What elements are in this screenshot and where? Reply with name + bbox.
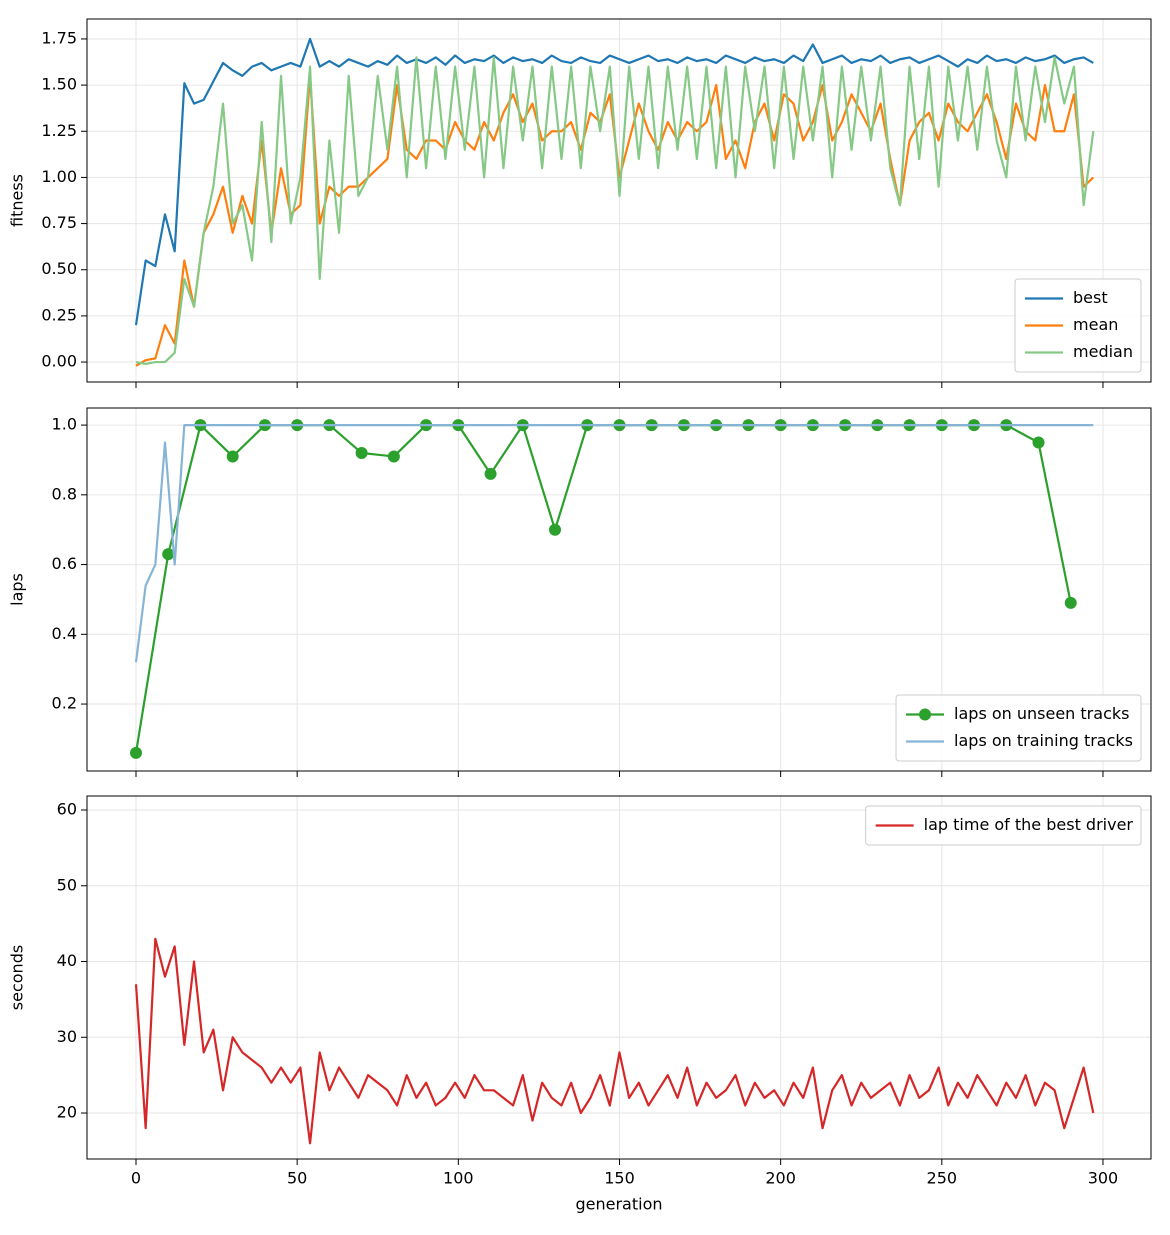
x-tick-label: 250: [927, 1169, 958, 1188]
legend: lap time of the best driver: [865, 805, 1142, 846]
x-tick-label: 150: [604, 1169, 635, 1188]
series-line: [135, 56, 1095, 366]
legend-box: [1014, 278, 1142, 373]
y-tick-label: 50: [57, 875, 77, 894]
x-axis-label: generation: [575, 1195, 662, 1214]
axes-frame: [86, 795, 1152, 1160]
subplot: 0.2 0.4 0.6 0.8 1.0 laps laps on unseen tracks…: [8, 407, 1152, 777]
x-tick-label: 300: [1088, 1169, 1119, 1188]
legend-marker: [919, 708, 932, 721]
y-axis-label: fitness: [8, 174, 27, 227]
axes-frame: [86, 18, 1152, 383]
data-point: [1032, 436, 1045, 449]
legend: laps on unseen tracks laps on training tr…: [895, 694, 1142, 762]
y-axis-label: laps: [8, 573, 27, 606]
series-line: [134, 37, 1094, 326]
y-tick-label: 0.8: [52, 484, 77, 503]
legend-label: laps on training tracks: [954, 731, 1133, 750]
data-point: [484, 467, 497, 480]
legend-label: mean: [1073, 315, 1118, 334]
y-tick-label: 0.75: [41, 213, 77, 232]
y-tick-label: 1.0: [52, 415, 77, 434]
legend-label: lap time of the best driver: [924, 815, 1134, 834]
y-tick-label: 1.25: [41, 121, 77, 140]
plot-area: [129, 419, 1094, 759]
legend-label: best: [1073, 288, 1108, 307]
legend-label: laps on unseen tracks: [954, 704, 1129, 723]
subplot: 0 50 100 150 200 250 300 20 30 40 50 60 seconds gener…: [8, 795, 1152, 1214]
data-point: [387, 450, 400, 463]
series-line: [134, 937, 1095, 1145]
plot-area: [134, 37, 1095, 367]
y-tick-label: 40: [57, 951, 77, 970]
legend-box: [895, 694, 1142, 762]
y-tick-label: 0.50: [41, 259, 77, 278]
y-tick-label: 0.2: [52, 694, 77, 713]
subplot: 0.00 0.25 0.50 0.75 1.00 1.25 1.50 1.75 fitness b…: [8, 18, 1152, 388]
legend: best mean median: [1014, 278, 1142, 373]
data-point: [226, 450, 239, 463]
data-point: [129, 746, 142, 759]
data-point: [355, 446, 368, 459]
data-point: [162, 548, 175, 561]
y-tick-label: 1.00: [41, 167, 77, 186]
data-point: [549, 523, 562, 536]
y-tick-label: 1.75: [41, 28, 77, 47]
y-tick-label: 30: [57, 1027, 77, 1046]
plot-area: [134, 937, 1095, 1145]
y-tick-label: 1.50: [41, 75, 77, 94]
y-tick-label: 0.00: [41, 352, 77, 371]
series-line: [134, 423, 1094, 663]
axes-frame: [86, 407, 1152, 772]
legend-label: median: [1073, 342, 1133, 361]
data-point: [1064, 596, 1077, 609]
y-tick-label: 0.6: [52, 554, 77, 573]
y-tick-label: 20: [57, 1103, 77, 1122]
x-tick-label: 100: [443, 1169, 474, 1188]
y-tick-label: 0.25: [41, 305, 77, 324]
y-tick-label: 60: [57, 800, 77, 819]
y-tick-label: 0.4: [52, 624, 77, 643]
legend-box: [865, 805, 1142, 846]
x-tick-label: 200: [765, 1169, 796, 1188]
y-axis-label: seconds: [8, 945, 27, 1010]
x-tick-label: 0: [131, 1169, 141, 1188]
x-tick-label: 50: [287, 1169, 307, 1188]
